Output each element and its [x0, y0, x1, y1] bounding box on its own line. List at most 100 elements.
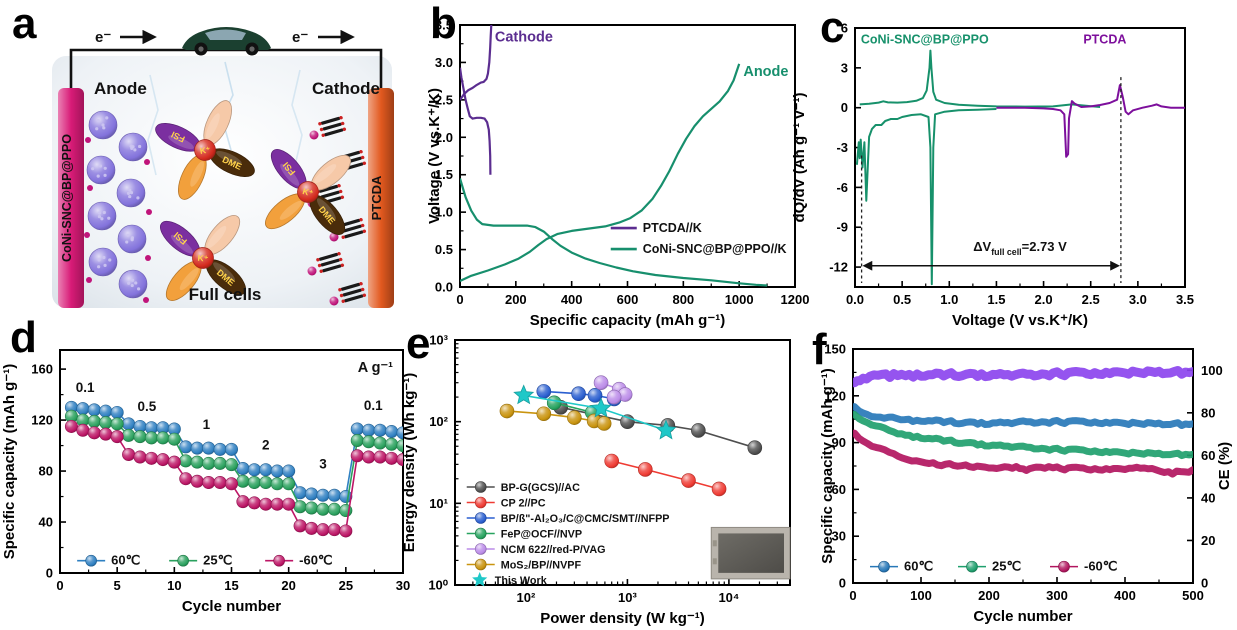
panel-e-ragone-plot: 10² 10³ 10⁴ 10⁰ 10¹ 10² 10³ Power density (W kg… [400, 312, 820, 630]
plot-area [853, 366, 1193, 478]
panel-label-d: d [10, 313, 37, 362]
potassium-ion-label: K⁺ [302, 186, 315, 199]
y-tick-label: 0 [841, 100, 848, 115]
y-tick-label: -9 [836, 220, 848, 235]
legend-label: CoNi-SNC@BP@PPO//K [643, 242, 787, 256]
legend-label: This Work [495, 575, 548, 587]
rate-unit-label: A g⁻¹ [358, 360, 393, 376]
series-PTCDA [996, 84, 1185, 158]
electron-flow-label-right: e⁻ [292, 29, 308, 46]
series-60℃ [64, 400, 403, 504]
series-CE [853, 366, 1193, 388]
plot-area [64, 400, 403, 538]
y2-tick-label: 60 [1201, 448, 1215, 463]
y-tick-label: 3 [841, 60, 848, 75]
y-tick-label: 3.0 [435, 55, 453, 70]
chart-d: 0 5 10 15 20 25 30 0 40 80 120 160 Cycle number Speci… [1, 349, 410, 615]
rate-label: 2 [262, 437, 270, 452]
y-tick-label: -6 [836, 180, 848, 195]
x-tick-label: 500 [1182, 588, 1204, 603]
y2-axis-label: CE (%) [1216, 442, 1233, 490]
legend-item: MoS₂/BP//NVPF [466, 558, 582, 572]
series-60℃ [853, 403, 1193, 429]
plot-area [460, 25, 768, 287]
panel-label-f: f [812, 325, 827, 374]
series-This Work [513, 384, 677, 440]
panel-c-dqdv-chart: 0.0 0.5 1.0 1.5 2.0 2.5 3.0 3.5 -12 -9 -6 -3 0 3 6 Volt… [790, 0, 1237, 330]
y-tick-label: 0 [46, 566, 53, 581]
x-tick-label: 10⁴ [718, 590, 739, 605]
series--60℃ [64, 419, 403, 538]
x-tick-label: 200 [505, 292, 527, 307]
y-tick-label: -12 [829, 260, 848, 275]
x-tick-label: 1.0 [940, 292, 958, 307]
y-tick-label: 90 [832, 435, 846, 450]
y-tick-label: 0.0 [435, 280, 453, 295]
y-tick-label: 3.5 [435, 18, 453, 33]
y-tick-label: 160 [31, 362, 53, 377]
x-tick-label: 0.5 [893, 292, 911, 307]
panel-f-cycling-chart: 0 100 200 300 400 500 0 30 60 90 120 150 0 20 40 60 80 10… [818, 312, 1237, 630]
y-tick-label: 2.5 [435, 92, 453, 107]
x-tick-label: 2.5 [1082, 292, 1100, 307]
x-tick-label: 0.0 [846, 292, 864, 307]
y-axis-label: Energy density (Wh kg⁻¹) [401, 373, 418, 553]
full-cell-schematic: e⁻ e⁻ CoNi-SNC@BP@PPO PTCDA Anode Cathode DMEF… [52, 27, 394, 308]
rate-label: 0.1 [76, 380, 95, 395]
y-tick-label: 0 [839, 576, 846, 591]
x-tick-label: 25 [339, 578, 353, 593]
panel-b-voltage-capacity-chart: 0 200 400 600 800 1000 1200 0.0 0.5 1.0 1.5 2.0 2.5 3… [425, 0, 840, 330]
y-tick-label: 0.5 [435, 242, 453, 257]
series-25℃ [853, 410, 1193, 460]
y-tick-label: 10³ [429, 333, 448, 348]
legend-item: -60℃ [1050, 559, 1117, 574]
annotation: PTCDA [1083, 32, 1126, 46]
chart-c: 0.0 0.5 1.0 1.5 2.0 2.5 3.0 3.5 -12 -9 -6 -3 0 3 6 Volt… [791, 21, 1194, 330]
y-tick-label: 150 [824, 342, 846, 357]
plot-area [499, 375, 763, 497]
y2-tick-label: 100 [1201, 363, 1223, 378]
x-tick-label: 30 [396, 578, 410, 593]
x-tick-label: 3.0 [1129, 292, 1147, 307]
x-tick-label: 600 [617, 292, 639, 307]
legend-label: FeP@OCF//NVP [501, 529, 582, 541]
rate-label: 1 [203, 417, 211, 432]
x-tick-label: 200 [978, 588, 1000, 603]
y-axis-label: dQ/dV (Ah g⁻¹ v⁻¹) [791, 93, 808, 223]
rate-label: 0.1 [364, 398, 383, 413]
chart-f: 0 100 200 300 400 500030609012015002040608010… [819, 342, 1233, 626]
series-CoNi-SNC@BP@PPO discharge [855, 108, 997, 286]
lightning-decoration [147, 74, 159, 176]
anode-electrode-bar [58, 88, 84, 308]
x-tick-label: 1.5 [987, 292, 1005, 307]
series-CoNi-SNC@BP@PPO//K discharge [460, 178, 768, 287]
x-tick-label: 400 [1114, 588, 1136, 603]
anode-material-label: CoNi-SNC@BP@PPO [60, 134, 74, 262]
legend-label: CP 2//PC [501, 498, 546, 510]
panel-label-c: c [820, 3, 845, 52]
cathode-label: Cathode [312, 79, 380, 98]
legend-item: 25℃ [169, 553, 232, 568]
chart-e: 10² 10³ 10⁴ 10⁰ 10¹ 10² 10³ Power density (W kg… [401, 333, 791, 627]
annotation: CoNi-SNC@BP@PPO [861, 32, 989, 46]
full-cells-caption: Full cells [189, 285, 262, 304]
pouch-cell-photo [710, 526, 791, 580]
cathode-material-label: PTCDA [369, 175, 384, 220]
x-tick-label: 0 [456, 292, 463, 307]
panel-d-rate-capability-chart: 0 5 10 15 20 25 30 0 40 80 120 160 Cycle number Speci… [0, 312, 415, 630]
legend-item: This Work [472, 572, 548, 587]
legend-label: 60℃ [111, 553, 140, 568]
x-axis-label: Cycle number [973, 608, 1072, 625]
y-axis-label: Specific capacity (mAh g⁻¹) [819, 368, 836, 563]
y-tick-label: 10⁰ [428, 578, 448, 593]
x-tick-label: 10 [167, 578, 181, 593]
x-tick-label: 5 [114, 578, 121, 593]
y2-tick-label: 40 [1201, 490, 1215, 505]
x-axis-label: Voltage (V vs.K⁺/K) [952, 312, 1088, 329]
legend-item: 25℃ [958, 559, 1021, 574]
rate-label: 0.5 [138, 399, 157, 414]
x-tick-label: 400 [561, 292, 583, 307]
legend-item: 60℃ [870, 559, 933, 574]
annotation: Cathode [495, 29, 553, 45]
